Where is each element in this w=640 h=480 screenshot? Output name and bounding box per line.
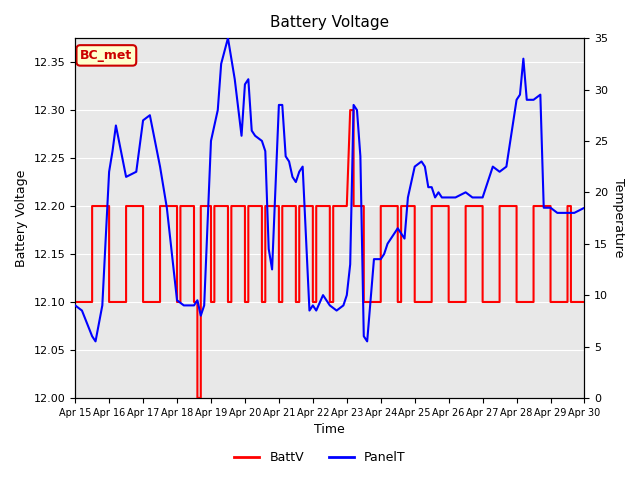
Y-axis label: Temperature: Temperature [612,179,625,258]
Y-axis label: Battery Voltage: Battery Voltage [15,169,28,267]
Legend: BattV, PanelT: BattV, PanelT [229,446,411,469]
X-axis label: Time: Time [314,423,345,436]
Title: Battery Voltage: Battery Voltage [270,15,389,30]
Text: BC_met: BC_met [80,49,132,62]
